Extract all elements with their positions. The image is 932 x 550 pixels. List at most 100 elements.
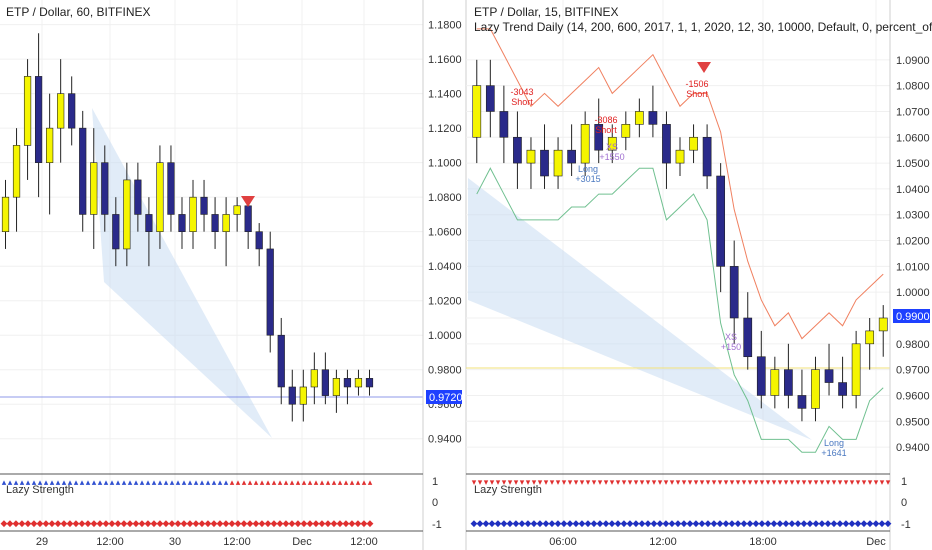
indicator-dot: ◆ <box>1 518 8 528</box>
indicator-dot: ◆ <box>229 518 236 528</box>
indicator-dot: ▾ <box>514 477 519 487</box>
candle-body <box>648 111 658 125</box>
indicator-dot: ▴ <box>260 477 265 487</box>
right-y-tick-label: 0.9700 <box>896 365 930 377</box>
indicator-dot: ◆ <box>97 518 104 528</box>
indicator-dot: ▾ <box>520 477 525 487</box>
indicator-dot: ▴ <box>338 477 343 487</box>
right-y-tick-label: 0.9800 <box>896 339 930 351</box>
candle-body <box>553 149 563 177</box>
candle-body <box>112 214 120 250</box>
indicator-dot: ▴ <box>140 477 145 487</box>
indicator-dot: ▾ <box>592 477 597 487</box>
indicator-dot: ▾ <box>616 477 621 487</box>
indicator-dot: ▴ <box>284 477 289 487</box>
candle-body <box>756 356 766 396</box>
indicator-dot: ◆ <box>855 518 862 528</box>
indicator-dot: ▴ <box>62 477 67 487</box>
indicator-dot: ▾ <box>736 477 741 487</box>
indicator-dot: ◆ <box>561 518 568 528</box>
right-projection-band <box>468 178 812 440</box>
indicator-dot: ◆ <box>223 518 230 528</box>
candle-body <box>332 378 341 396</box>
right-ind-tick-label: 0 <box>901 497 907 509</box>
indicator-dot: ◆ <box>489 518 496 528</box>
indicator-dot: ▾ <box>886 477 891 487</box>
indicator-dot: ◆ <box>573 518 580 528</box>
indicator-dot: ▴ <box>152 477 157 487</box>
indicator-dot: ▴ <box>74 477 79 487</box>
indicator-dot: ◆ <box>61 518 68 528</box>
right-trade-annotations: -3043Short-3086ShortXS+1550Long+3015-150… <box>510 62 847 458</box>
indicator-dot: ◆ <box>79 518 86 528</box>
indicator-dot: ◆ <box>861 518 868 528</box>
indicator-dot: ▾ <box>694 477 699 487</box>
indicator-dot: ◆ <box>217 518 224 528</box>
indicator-dot: ▾ <box>808 477 813 487</box>
candle-body <box>878 317 888 332</box>
candle-body <box>770 369 780 396</box>
indicator-dot: ▾ <box>778 477 783 487</box>
left-y-tick-label: 1.0400 <box>428 261 462 273</box>
indicator-dot: ▾ <box>754 477 759 487</box>
indicator-dot: ◆ <box>723 518 730 528</box>
trade-annotation-text: -1506 <box>685 79 708 89</box>
indicator-dot: ▾ <box>730 477 735 487</box>
indicator-dot: ▴ <box>134 477 139 487</box>
indicator-dot: ◆ <box>843 518 850 528</box>
indicator-dot: ▴ <box>188 477 193 487</box>
candle-body <box>310 369 318 388</box>
indicator-dot: ◆ <box>319 518 326 528</box>
candle-body <box>824 369 834 383</box>
indicator-dot: ◆ <box>163 518 170 528</box>
indicator-dot: ▴ <box>110 477 115 487</box>
indicator-dot: ◆ <box>537 518 544 528</box>
candle-body <box>211 214 219 232</box>
candle-body <box>299 386 307 405</box>
right-ind-tick-label: -1 <box>901 519 911 531</box>
indicator-dot: ◆ <box>837 518 844 528</box>
indicator-dot: ◆ <box>789 518 796 528</box>
left-ind-tick-label: 0 <box>432 497 438 509</box>
left-x-tick-label: 12:00 <box>223 536 251 548</box>
indicator-dot: ▾ <box>796 477 801 487</box>
candle-body <box>594 124 604 151</box>
indicator-dot: ▾ <box>856 477 861 487</box>
indicator-dot: ▴ <box>68 477 73 487</box>
indicator-dot: ▴ <box>272 477 277 487</box>
indicator-dot: ◆ <box>543 518 550 528</box>
indicator-dot: ◆ <box>349 518 356 528</box>
indicator-dot: ▾ <box>802 477 807 487</box>
left-short-arrow-icon <box>241 196 255 207</box>
indicator-dot: ▾ <box>634 477 639 487</box>
trade-annotation-sub: +150 <box>721 342 741 352</box>
indicator-dot: ◆ <box>289 518 296 528</box>
indicator-dot: ◆ <box>519 518 526 528</box>
indicator-dot: ▾ <box>700 477 705 487</box>
right-x-axis: 06:00 12:00 18:00 Dec <box>549 536 886 548</box>
right-y-tick-label: 1.0500 <box>896 158 930 170</box>
indicator-dot: ◆ <box>807 518 814 528</box>
indicator-dot: ▾ <box>646 477 651 487</box>
indicator-dot: ▴ <box>32 477 37 487</box>
indicator-dot: ▴ <box>182 477 187 487</box>
candle-body <box>485 85 495 112</box>
trade-annotation-sub: +1550 <box>599 152 624 162</box>
indicator-dot: ▴ <box>128 477 133 487</box>
candle-body <box>79 127 87 215</box>
indicator-dot: ◆ <box>367 518 374 528</box>
indicator-dot: ◆ <box>555 518 562 528</box>
indicator-dot: ▴ <box>116 477 121 487</box>
candle-body <box>12 145 21 198</box>
indicator-dot: ◆ <box>253 518 260 528</box>
indicator-dot: ◆ <box>783 518 790 528</box>
indicator-dot: ▴ <box>86 477 91 487</box>
indicator-dot: ◆ <box>579 518 586 528</box>
indicator-dot: ◆ <box>495 518 502 528</box>
indicator-dot: ◆ <box>627 518 634 528</box>
indicator-dot: ◆ <box>603 518 610 528</box>
left-x-tick-label: 12:00 <box>96 536 124 548</box>
left-y-tick-label: 1.1600 <box>428 54 462 66</box>
right-y-tick-label: 0.9400 <box>896 442 930 454</box>
